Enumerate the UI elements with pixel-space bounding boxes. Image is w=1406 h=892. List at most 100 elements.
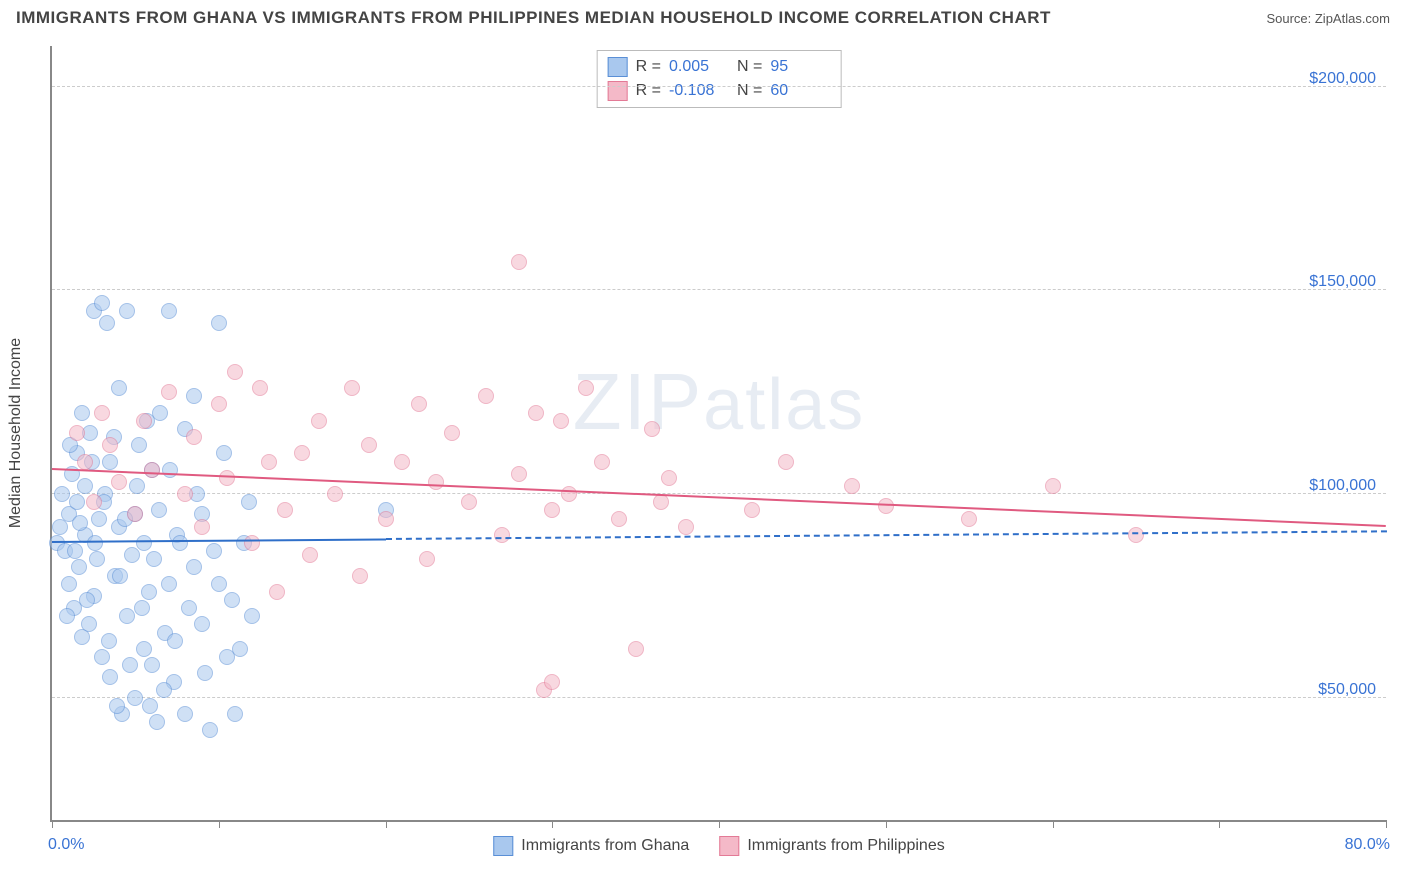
- data-point-ghana: [131, 437, 147, 453]
- swatch-ghana: [493, 836, 513, 856]
- data-point-ghana: [72, 515, 88, 531]
- source: Source: ZipAtlas.com: [1266, 11, 1390, 26]
- data-point-ghana: [151, 502, 167, 518]
- data-point-philippines: [252, 380, 268, 396]
- data-point-philippines: [544, 502, 560, 518]
- data-point-ghana: [102, 669, 118, 685]
- legend-item-philippines: Immigrants from Philippines: [719, 836, 944, 856]
- legend-label-philippines: Immigrants from Philippines: [747, 837, 944, 855]
- data-point-ghana: [61, 576, 77, 592]
- data-point-ghana: [232, 641, 248, 657]
- data-point-ghana: [54, 486, 70, 502]
- data-point-philippines: [544, 674, 560, 690]
- data-point-ghana: [87, 535, 103, 551]
- watermark: ZIPatlas: [573, 356, 866, 448]
- n-label: N =: [737, 58, 762, 76]
- data-point-ghana: [112, 568, 128, 584]
- data-point-ghana: [67, 543, 83, 559]
- data-point-ghana: [146, 551, 162, 567]
- x-axis-max-label: 80.0%: [1345, 836, 1390, 854]
- x-tick: [886, 820, 887, 828]
- data-point-ghana: [161, 576, 177, 592]
- data-point-ghana: [186, 388, 202, 404]
- data-point-philippines: [186, 429, 202, 445]
- data-point-ghana: [94, 649, 110, 665]
- data-point-ghana: [124, 547, 140, 563]
- data-point-philippines: [419, 551, 435, 567]
- x-tick: [719, 820, 720, 828]
- r-label: R =: [636, 82, 661, 100]
- r-value-philippines: -0.108: [669, 82, 729, 100]
- data-point-philippines: [878, 498, 894, 514]
- data-point-philippines: [444, 425, 460, 441]
- y-tick-label: $200,000: [1309, 70, 1376, 88]
- data-point-philippines: [102, 437, 118, 453]
- data-point-philippines: [219, 470, 235, 486]
- data-point-philippines: [961, 511, 977, 527]
- data-point-ghana: [144, 657, 160, 673]
- data-point-ghana: [77, 478, 93, 494]
- swatch-ghana: [608, 57, 628, 77]
- x-tick: [552, 820, 553, 828]
- data-point-ghana: [244, 608, 260, 624]
- source-value: ZipAtlas.com: [1315, 11, 1390, 26]
- y-axis-title: Median Household Income: [7, 338, 25, 528]
- legend-label-ghana: Immigrants from Ghana: [521, 837, 689, 855]
- data-point-ghana: [91, 511, 107, 527]
- data-point-philippines: [461, 494, 477, 510]
- data-point-philippines: [628, 641, 644, 657]
- data-point-philippines: [1128, 527, 1144, 543]
- data-point-ghana: [127, 690, 143, 706]
- data-point-ghana: [101, 633, 117, 649]
- x-tick: [219, 820, 220, 828]
- title-bar: IMMIGRANTS FROM GHANA VS IMMIGRANTS FROM…: [0, 0, 1406, 32]
- source-label: Source:: [1266, 11, 1314, 26]
- data-point-ghana: [69, 494, 85, 510]
- data-point-ghana: [216, 445, 232, 461]
- legend-correlation: R = 0.005 N = 95 R = -0.108 N = 60: [597, 50, 842, 108]
- data-point-ghana: [227, 706, 243, 722]
- data-point-philippines: [352, 568, 368, 584]
- data-point-philippines: [77, 454, 93, 470]
- data-point-philippines: [661, 470, 677, 486]
- regression-line: [385, 531, 1386, 541]
- data-point-ghana: [111, 380, 127, 396]
- data-point-philippines: [644, 421, 660, 437]
- data-point-philippines: [144, 462, 160, 478]
- swatch-philippines: [608, 81, 628, 101]
- watermark-small: atlas: [703, 365, 865, 445]
- data-point-ghana: [177, 706, 193, 722]
- x-tick: [1053, 820, 1054, 828]
- data-point-ghana: [74, 405, 90, 421]
- watermark-big: ZIP: [573, 357, 703, 446]
- data-point-philippines: [86, 494, 102, 510]
- data-point-philippines: [344, 380, 360, 396]
- data-point-philippines: [511, 254, 527, 270]
- data-point-philippines: [411, 396, 427, 412]
- data-point-philippines: [69, 425, 85, 441]
- data-point-philippines: [177, 486, 193, 502]
- data-point-ghana: [142, 698, 158, 714]
- data-point-ghana: [186, 559, 202, 575]
- data-point-philippines: [744, 502, 760, 518]
- data-point-philippines: [653, 494, 669, 510]
- data-point-philippines: [302, 547, 318, 563]
- data-point-ghana: [211, 315, 227, 331]
- data-point-philippines: [244, 535, 260, 551]
- data-point-ghana: [59, 608, 75, 624]
- legend-series: Immigrants from Ghana Immigrants from Ph…: [493, 836, 944, 856]
- legend-row-ghana: R = 0.005 N = 95: [608, 55, 831, 79]
- data-point-ghana: [81, 616, 97, 632]
- legend-item-ghana: Immigrants from Ghana: [493, 836, 689, 856]
- data-point-philippines: [378, 511, 394, 527]
- data-point-ghana: [89, 551, 105, 567]
- scatter-chart: Median Household Income ZIPatlas R = 0.0…: [50, 46, 1386, 822]
- n-label: N =: [737, 82, 762, 100]
- data-point-philippines: [528, 405, 544, 421]
- data-point-ghana: [102, 454, 118, 470]
- chart-title: IMMIGRANTS FROM GHANA VS IMMIGRANTS FROM…: [16, 8, 1051, 28]
- y-tick-label: $150,000: [1309, 273, 1376, 291]
- data-point-philippines: [511, 466, 527, 482]
- data-point-ghana: [156, 682, 172, 698]
- data-point-philippines: [561, 486, 577, 502]
